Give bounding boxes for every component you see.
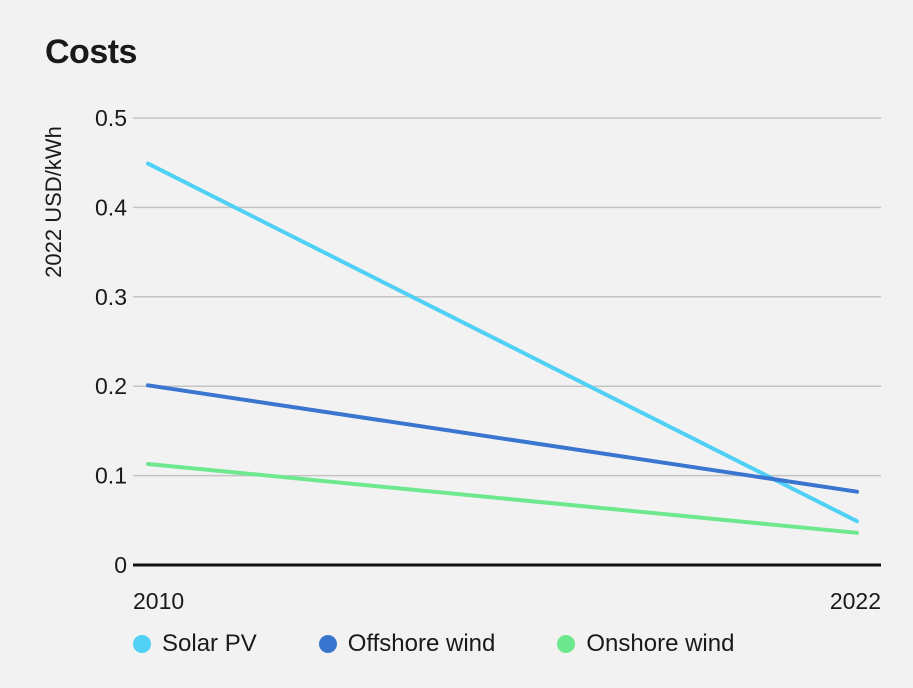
- legend-item: Solar PV: [133, 630, 257, 658]
- y-tick-label: 0: [114, 552, 127, 578]
- legend-label: Onshore wind: [586, 630, 735, 657]
- legend-swatch-icon: [557, 635, 576, 653]
- x-tick-label: 2010: [133, 588, 184, 614]
- series-line-0: [146, 161, 859, 524]
- legend-item: Onshore wind: [557, 630, 734, 658]
- legend-swatch-icon: [133, 635, 151, 653]
- y-axis-title: 2022 USD/kWh: [41, 126, 66, 278]
- legend-label: Offshore wind: [347, 630, 496, 657]
- series-line-1: [146, 383, 859, 494]
- y-tick-label: 0.5: [95, 105, 127, 131]
- x-tick-label: 2022: [830, 588, 881, 614]
- series-line-2: [146, 461, 859, 535]
- legend-item: Offshore wind: [318, 630, 496, 658]
- x-axis-ticks: 2010 2022: [133, 588, 881, 614]
- y-tick-label: 0.1: [95, 463, 127, 489]
- legend: Solar PV Offshore wind Onshore wind: [133, 630, 796, 658]
- y-axis-ticks: 0 0.1 0.2 0.3 0.4 0.5: [95, 105, 127, 578]
- y-tick-label: 0.4: [95, 194, 127, 220]
- legend-label: Solar PV: [162, 630, 257, 657]
- y-tick-label: 0.3: [95, 284, 127, 310]
- series-lines: [146, 161, 859, 535]
- legend-swatch-icon: [318, 635, 337, 653]
- chart-title: Costs: [45, 33, 137, 71]
- y-tick-label: 0.2: [95, 373, 127, 399]
